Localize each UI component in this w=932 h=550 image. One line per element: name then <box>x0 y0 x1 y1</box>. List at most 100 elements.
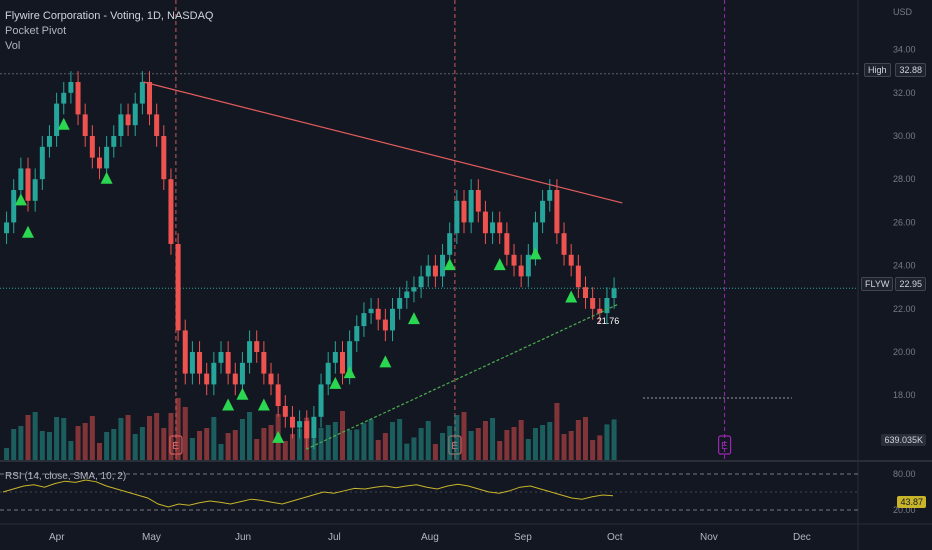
volume-bar <box>447 426 453 460</box>
price-tick-label: 18.00 <box>893 390 916 400</box>
candle-body <box>11 190 17 223</box>
pocket-pivot-marker <box>407 312 420 325</box>
earnings-marker-label: E <box>721 441 728 452</box>
candle-body <box>154 114 160 136</box>
rsi-tick-label: 80.00 <box>893 469 916 479</box>
volume-bar <box>525 439 531 460</box>
volume-bar <box>375 440 381 460</box>
candle-body <box>568 254 574 266</box>
candle-body <box>132 103 138 126</box>
volume-bar <box>118 418 124 460</box>
volume-bar <box>4 448 10 460</box>
volume-bar <box>504 430 510 460</box>
candle-body <box>447 233 453 255</box>
pocket-pivot-marker <box>565 290 578 303</box>
indicator-pocket-pivot[interactable]: Pocket Pivot <box>5 25 67 37</box>
volume-bar <box>104 432 110 460</box>
high-label-tag: High <box>864 63 891 77</box>
candle-body <box>590 298 596 309</box>
volume-bar <box>18 426 24 460</box>
candle-body <box>54 103 60 136</box>
candle-body <box>311 416 317 439</box>
indicator-volume[interactable]: Vol <box>5 40 21 52</box>
symbol-title[interactable]: Flywire Corporation - Voting, 1D, NASDAQ <box>5 10 214 22</box>
candle-body <box>475 190 481 212</box>
candle-body <box>482 211 488 234</box>
volume-bar <box>197 431 203 460</box>
volume-bar <box>132 434 138 460</box>
volume-bar <box>247 412 253 460</box>
candle-body <box>354 326 360 342</box>
volume-bar <box>425 421 431 460</box>
volume-bar <box>339 411 345 460</box>
candle-body <box>282 406 288 417</box>
candle-body <box>554 190 560 234</box>
time-axis-label: Nov <box>700 532 718 543</box>
time-axis-label: Dec <box>793 532 811 543</box>
candle-body <box>189 352 195 374</box>
volume-bar <box>532 428 538 460</box>
candle-body <box>147 82 153 115</box>
candle-body <box>347 341 353 374</box>
candle-body <box>318 384 324 417</box>
volume-bar <box>111 429 117 460</box>
candle-body <box>139 82 145 104</box>
candle-body <box>175 244 181 331</box>
candle-body <box>111 136 117 147</box>
volume-bar <box>397 419 403 460</box>
volume-bar <box>382 433 388 460</box>
volume-bar <box>32 412 38 460</box>
candle-body <box>39 146 45 180</box>
candle-body <box>289 416 295 428</box>
candle-body <box>261 352 267 374</box>
candle-body <box>504 233 510 255</box>
volume-bar <box>582 417 588 460</box>
chart-legend: Flywire Corporation - Voting, 1D, NASDAQ… <box>5 9 213 54</box>
volume-bar <box>75 426 81 460</box>
candle-body <box>82 114 88 136</box>
candle-body <box>425 265 431 277</box>
volume-bar <box>540 425 546 460</box>
volume-bar <box>325 425 331 460</box>
volume-bar <box>168 413 174 460</box>
candle-body <box>197 352 203 374</box>
volume-bar <box>82 423 88 460</box>
volume-bar <box>232 430 238 460</box>
volume-bar <box>454 415 460 460</box>
candle-body <box>525 254 531 277</box>
volume-bar <box>261 428 267 460</box>
volume-bar <box>289 434 295 460</box>
pocket-pivot-marker <box>379 355 392 368</box>
volume-bar <box>189 438 195 460</box>
volume-bar <box>68 441 74 460</box>
candle-body <box>497 222 503 234</box>
volume-bar <box>182 407 188 460</box>
volume-bar <box>597 435 603 460</box>
volume-bar <box>418 428 424 460</box>
candle-body <box>96 157 102 169</box>
pocket-pivot-marker <box>529 247 542 260</box>
pocket-pivot-marker <box>493 258 506 271</box>
volume-bar <box>268 425 274 460</box>
candle-body <box>18 168 24 190</box>
candle-body <box>547 190 553 201</box>
price-tick-label: 32.00 <box>893 88 916 98</box>
pocket-pivot-marker <box>22 225 35 238</box>
candle-body <box>611 288 617 298</box>
rsi-legend[interactable]: RSI (14, close, SMA, 10, 2) <box>5 471 127 482</box>
candle-body <box>375 308 381 320</box>
volume-bar <box>297 428 303 460</box>
candle-body <box>540 200 546 223</box>
price-tick-label: 22.00 <box>893 304 916 314</box>
volume-bar <box>490 418 496 460</box>
candle-body <box>490 222 496 234</box>
candle-body <box>332 352 338 363</box>
candle-body <box>25 168 31 201</box>
volume-bar <box>161 428 167 460</box>
volume-bar <box>254 439 260 460</box>
candle-body <box>89 136 95 158</box>
volume-bar <box>239 419 245 460</box>
volume-bar <box>561 434 567 460</box>
volume-bar <box>390 422 396 460</box>
